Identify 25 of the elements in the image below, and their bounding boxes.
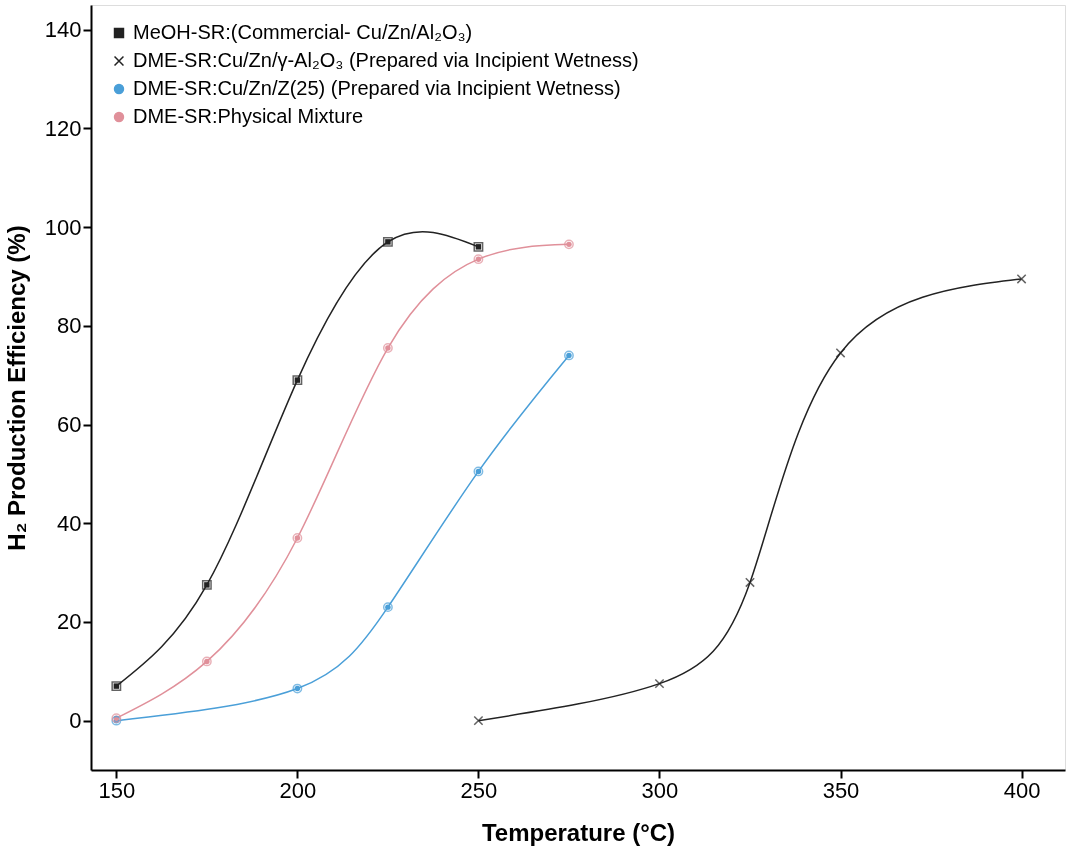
x-tick-label: 150 [98, 777, 136, 803]
legend-label: DME-SR:Physical Mixture [133, 105, 364, 127]
y-tick-label: 0 [69, 708, 82, 734]
y-tick-label: 80 [57, 313, 82, 339]
x-tick-label: 400 [1003, 777, 1041, 803]
legend-label: MeOH-SR:(Commercial- Cu/Zn/Al₂O₃) [133, 21, 473, 43]
y-tick-label: 20 [57, 609, 82, 635]
x-axis-title: Temperature (°C) [481, 818, 676, 846]
y-tick-label: 120 [44, 115, 82, 141]
y-tick-label: 100 [44, 214, 82, 240]
x-tick-label: 200 [279, 777, 317, 803]
x-tick-label: 300 [641, 777, 679, 803]
legend-label: DME-SR:Cu/Zn/γ-Al₂O₃ (Prepared via Incipient Wetness) [133, 49, 639, 71]
point [745, 577, 755, 588]
point [473, 715, 484, 726]
x-tick-label: 250 [460, 777, 498, 803]
point [1016, 273, 1027, 284]
y-tick-label: 40 [57, 510, 82, 536]
x-tick-label: 350 [822, 777, 860, 803]
y-tick-label: 140 [44, 17, 82, 43]
legend-label: DME-SR:Cu/Zn/Z(25) (Prepared via Incipient Wetness) [133, 77, 621, 99]
point [654, 678, 665, 689]
y-tick-label: 60 [57, 412, 82, 438]
point [835, 348, 846, 358]
y-axis-title: H₂ Production Efficiency (%) [2, 225, 30, 551]
